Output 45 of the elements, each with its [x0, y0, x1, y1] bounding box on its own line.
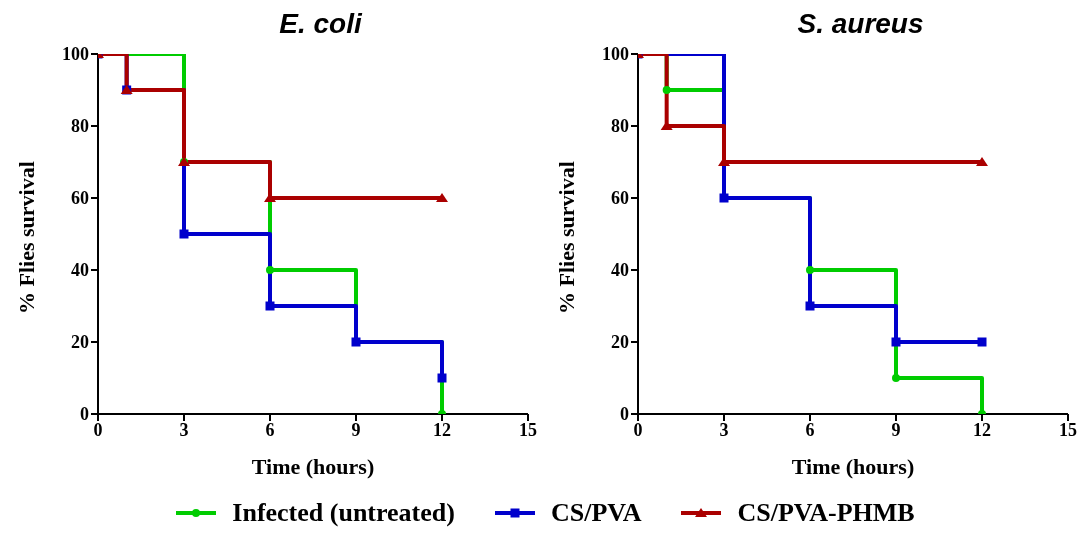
y-tick-label: 60 [71, 188, 89, 209]
point [266, 266, 274, 274]
point [436, 193, 448, 202]
chart-title: E. coli [278, 8, 364, 41]
x-tick-label: 3 [179, 419, 189, 440]
point [891, 337, 901, 347]
point [265, 301, 275, 311]
x-tick-label: 12 [973, 419, 991, 440]
point [437, 373, 447, 383]
legend-label: Infected (untreated) [232, 498, 455, 528]
x-tick-label: 9 [351, 419, 361, 440]
x-tick-label: 15 [519, 419, 537, 440]
point [976, 157, 988, 166]
y-tick-label: 100 [62, 44, 89, 65]
y-tick-label: 80 [71, 116, 89, 137]
x-tick-label: 9 [891, 419, 901, 440]
y-tick-label: 20 [611, 332, 629, 353]
y-tick-label: 60 [611, 188, 629, 209]
point [179, 229, 189, 239]
x-tick-label: 12 [433, 419, 451, 440]
y-tick-label: 0 [80, 404, 89, 425]
point [805, 301, 815, 311]
legend-label: CS/PVA [550, 498, 642, 528]
y-tick-label: 100 [602, 44, 629, 65]
x-tick-label: 6 [805, 419, 815, 440]
chart-title: S. aureus [796, 8, 925, 41]
x-axis-title: Time (hours) [791, 454, 915, 479]
x-tick-label: 6 [265, 419, 275, 440]
y-tick-label: 40 [71, 260, 89, 281]
y-tick-label: 20 [71, 332, 89, 353]
y-tick-label: 80 [611, 116, 629, 137]
point [977, 337, 987, 347]
y-axis-title: % Flies survival [553, 161, 579, 314]
point [892, 374, 900, 382]
x-tick-label: 0 [93, 419, 103, 440]
y-axis-title: % Flies survival [13, 161, 39, 314]
x-tick-label: 15 [1059, 419, 1077, 440]
legend-label: CS/PVA-PHMB [737, 498, 915, 528]
x-axis-title: Time (hours) [251, 454, 375, 479]
y-tick-label: 0 [620, 404, 629, 425]
x-tick-label: 3 [719, 419, 729, 440]
point [806, 266, 814, 274]
x-tick-label: 0 [633, 419, 643, 440]
point [662, 86, 671, 94]
y-tick-label: 40 [611, 260, 629, 281]
